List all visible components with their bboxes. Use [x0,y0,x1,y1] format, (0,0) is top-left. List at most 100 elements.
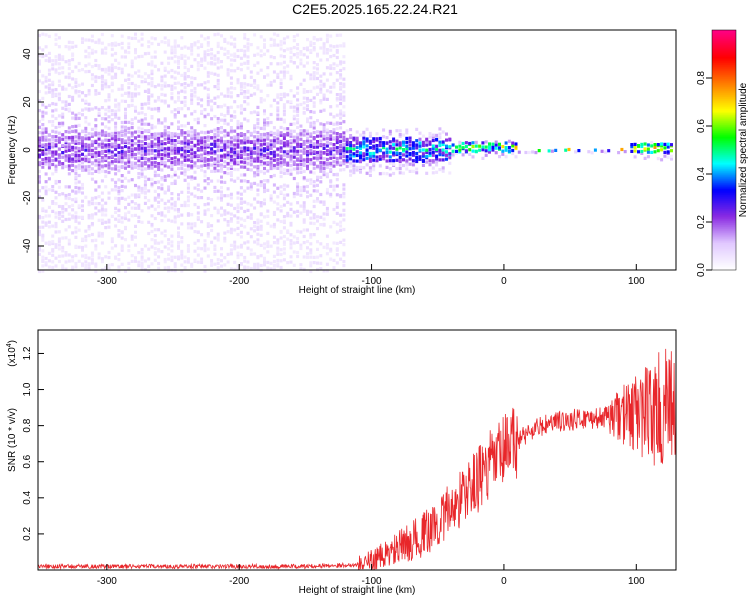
spectrogram-cell [431,133,435,137]
spectrogram-cell [97,252,101,256]
spectrogram-cell [349,134,353,138]
spectrogram-cell [38,59,41,63]
spectrogram-cell [114,141,118,145]
spectrogram-cell [67,130,71,134]
spectrogram-cell [180,190,184,194]
spectrogram-cell [425,143,429,147]
spectrogram-cell [183,255,187,259]
spectrogram-cell [312,66,316,70]
spectrogram-cell [110,53,114,57]
spectrogram-cell [107,161,111,165]
spectrogram-cell [342,183,346,187]
spectrogram-cell [180,73,184,77]
spectrogram-cell [157,121,161,125]
spectrogram-cell [306,46,309,50]
spectrogram-cell [170,206,174,210]
spectrogram-cell [153,64,157,68]
spectrogram-cell [114,51,118,56]
spectrogram-cell [289,105,293,109]
spectrogram-cell [177,91,180,95]
spectrogram-cell [71,129,75,133]
spectrogram-cell [239,84,243,88]
spectrogram-cell [41,138,45,142]
spectrogram-cell [196,132,200,136]
spectrogram-cell [511,141,515,145]
spectrogram-cell [256,61,260,65]
spectrogram-cell [286,161,290,165]
spectrogram-cell [299,129,303,133]
spectrogram-cell [38,163,41,167]
spectrogram-cell [163,234,167,238]
spectrogram-cell [253,157,257,161]
spectrogram-cell [147,51,151,55]
spectrogram-cell [385,136,389,140]
spectrogram-cell [147,45,151,49]
spectrogram-cell [183,124,187,128]
spectrogram-cell [134,105,137,109]
spectrogram-cell [117,189,121,193]
spectrogram-cell [299,267,303,271]
spectrogram-cell [97,170,101,174]
spectrogram-cell [630,143,634,147]
spectrogram-cell [345,137,349,141]
spectrogram-cell [54,62,58,66]
spectrogram-cell [266,250,270,254]
spectrogram-cell [54,70,58,74]
spectrogram-cell [263,171,266,175]
spectrogram-cell [100,213,104,217]
spectrogram-cell [276,117,280,121]
spectrogram-cell [127,86,131,90]
spectrogram-cell [256,200,260,204]
spectrogram-cell [312,150,316,154]
spectrogram-cell [97,153,101,157]
spectrogram-cell [74,165,78,169]
spectrogram-cell [54,179,58,184]
spectrogram-cell [163,190,167,194]
spectrogram-cell [107,138,111,142]
spectrogram-cell [332,173,336,177]
spectrogram-cell [110,150,114,154]
spectrogram-cell [359,165,362,169]
spectrogram-cell [84,154,88,158]
spectrogram-cell [339,112,343,116]
spectrogram-cell [398,134,402,138]
spectrogram-cell [190,45,194,49]
colorbar-band [712,188,736,191]
spectrogram-cell [107,120,111,124]
spectrogram-cell [481,156,485,160]
spectrogram-cell [239,262,243,266]
spectrogram-cell [177,110,180,114]
spectrogram-cell [143,186,147,191]
spectrogram-cell [124,78,127,82]
spectrogram-cell [259,148,263,152]
spectrogram-cell [54,221,58,226]
spectrogram-cell [266,240,270,244]
spectrogram-cell [77,141,81,145]
spectrogram-cell [299,50,303,54]
spectrogram-cell [296,157,300,161]
spectrogram-cell [127,157,131,161]
spectrogram-cell [236,66,240,70]
spectrogram-cell [130,118,134,122]
spectrogram-cell [170,51,174,55]
spectrogram-cell [100,232,104,236]
spectrogram-cell [54,167,58,171]
spectrogram-cell [236,126,240,130]
spectrogram-cell [54,243,58,247]
spectrogram-cell [57,239,61,243]
spectrogram-cell [57,216,61,221]
spectrogram-cell [216,60,220,64]
spectrogram-cell [352,154,356,158]
spectrogram-cell [342,60,346,64]
spectrogram-cell [229,217,233,221]
spectrogram-cell [342,44,346,48]
spectrogram-cell [153,246,157,251]
spectrogram-cell [342,227,346,232]
spectrogram-cell [167,61,171,65]
spectrogram-cell [292,149,296,153]
spectrogram-cell [97,131,101,135]
spectrogram-cell [190,98,194,102]
spectrogram-cell [325,40,329,44]
spectrogram-cell [183,114,187,118]
spectrogram-cell [269,175,273,179]
